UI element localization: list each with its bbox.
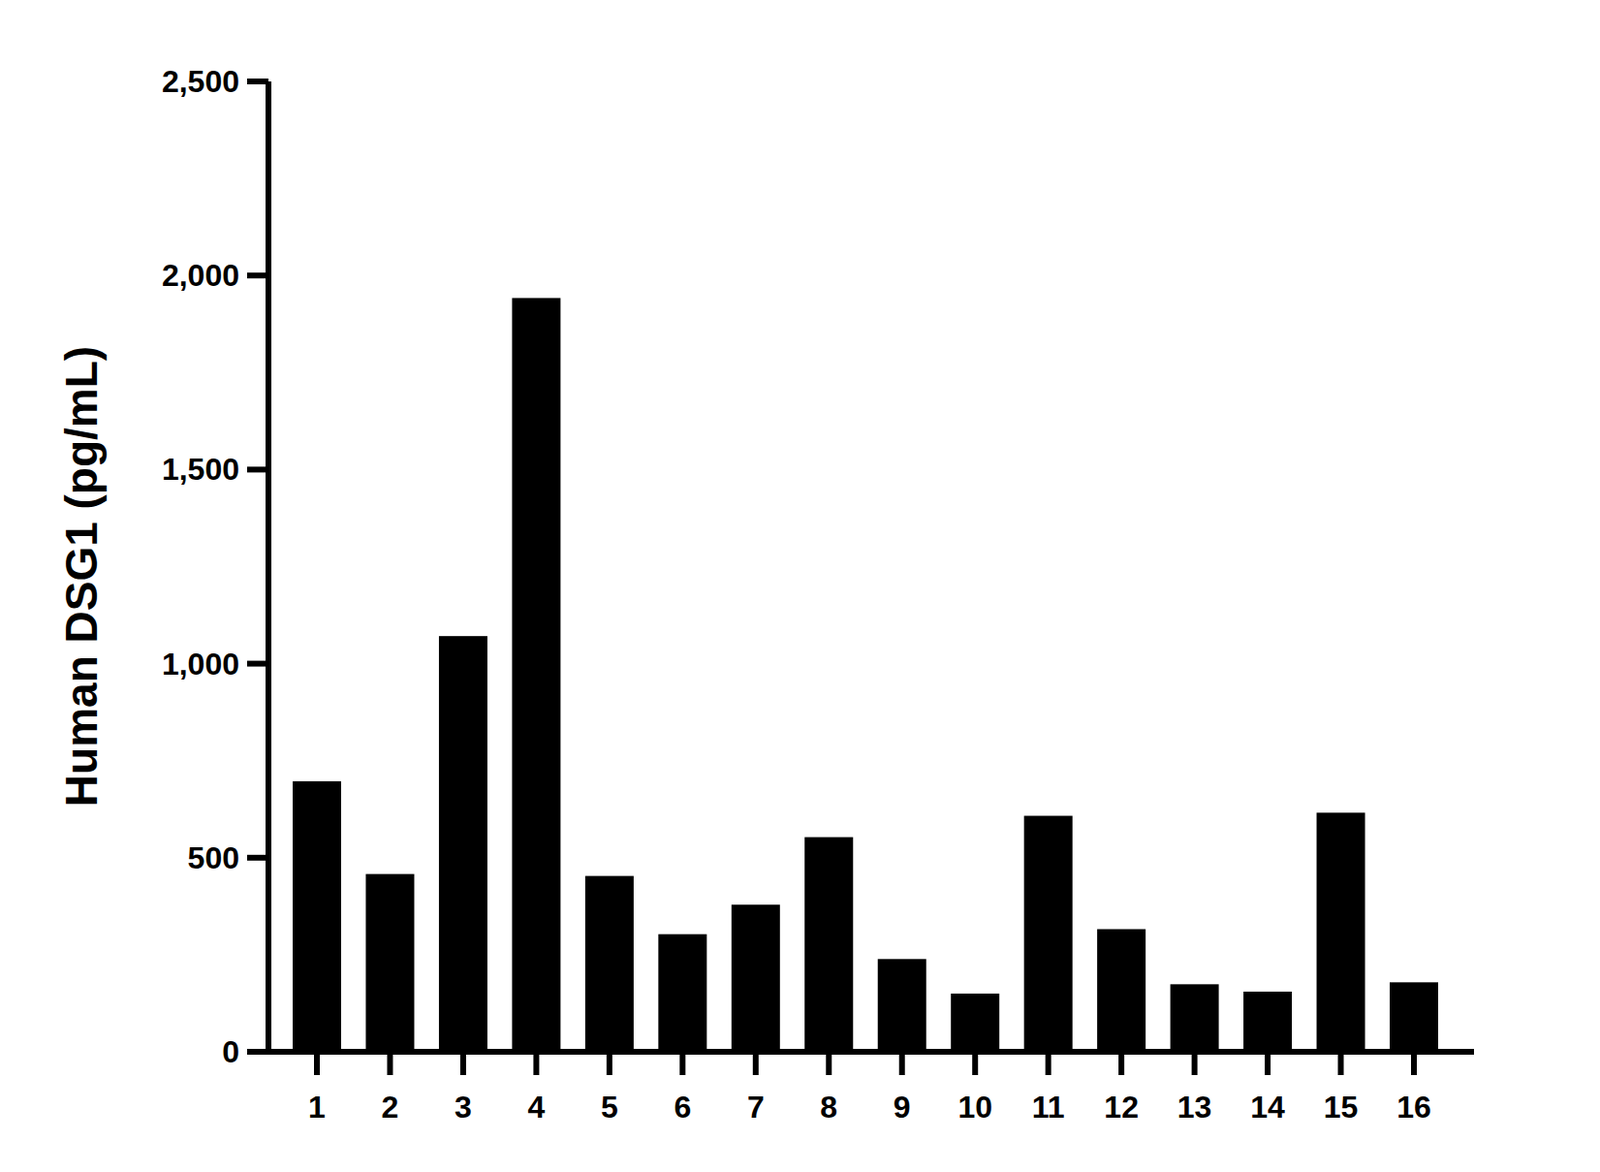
y-tick-label: 2,500 [161,63,240,99]
bars [292,297,1439,1052]
x-tick-label: 3 [454,1089,472,1125]
x-tick-label: 5 [600,1089,619,1125]
bar [1317,812,1366,1052]
bar [658,934,707,1052]
x-tick-label: 13 [1177,1089,1213,1125]
x-tick-label: 1 [308,1089,326,1125]
y-tick [247,272,269,279]
x-tick [1118,1051,1125,1075]
x-tick [1045,1051,1052,1075]
bar [1024,815,1073,1052]
x-tick-label: 16 [1396,1089,1432,1125]
bar [365,874,414,1052]
y-tick-label: 1,000 [161,646,240,682]
x-tick [1411,1051,1417,1075]
x-tick [1338,1051,1345,1075]
x-tick [533,1051,539,1075]
x-tick-label: 6 [673,1089,691,1125]
bar [1097,928,1146,1052]
y-tick-label: 0 [221,1034,240,1069]
x-tick-label: 4 [528,1089,546,1125]
y-tick-label: 500 [188,840,240,876]
x-tick-label: 11 [1032,1089,1066,1125]
bar [878,958,927,1052]
bar [1243,991,1292,1052]
bar [511,297,561,1052]
x-tick [752,1051,759,1075]
x-tick [386,1051,393,1075]
chart-svg: 05001,0001,5002,0002,5001234567891011121… [0,0,1600,1172]
chart-root: 05001,0001,5002,0002,5001234567891011121… [0,0,1600,1172]
x-tick-label: 10 [957,1089,993,1125]
x-tick [1264,1051,1271,1075]
bar [731,904,781,1052]
x-tick [825,1051,832,1075]
bar [804,837,853,1052]
y-tick [247,854,269,861]
y-tick-label: 2,000 [161,257,240,293]
bar [292,781,342,1052]
x-tick [313,1051,320,1075]
x-tick [972,1051,978,1075]
x-tick-label: 8 [819,1089,838,1125]
bar [439,635,488,1052]
bar [585,876,634,1052]
bar [1170,983,1220,1052]
y-axis-line [265,81,272,1055]
bar [950,993,1000,1052]
y-tick [247,466,269,472]
bar [1389,981,1439,1052]
x-axis-line [265,1048,1475,1055]
x-tick [460,1051,467,1075]
y-tick [247,660,269,667]
y-tick [247,78,269,85]
x-tick [899,1051,906,1075]
x-tick [1192,1051,1198,1075]
y-tick-label: 1,500 [161,451,240,487]
x-tick [606,1051,613,1075]
x-tick-label: 15 [1323,1089,1359,1125]
x-tick-label: 14 [1250,1089,1286,1125]
x-tick [679,1051,686,1075]
y-axis-label: Human DSG1 (pg/mL) [56,345,107,807]
x-tick-label: 2 [381,1089,400,1125]
y-tick [247,1048,269,1055]
x-tick-label: 12 [1103,1089,1139,1125]
x-tick-label: 9 [893,1089,911,1125]
x-tick-label: 7 [747,1089,765,1125]
